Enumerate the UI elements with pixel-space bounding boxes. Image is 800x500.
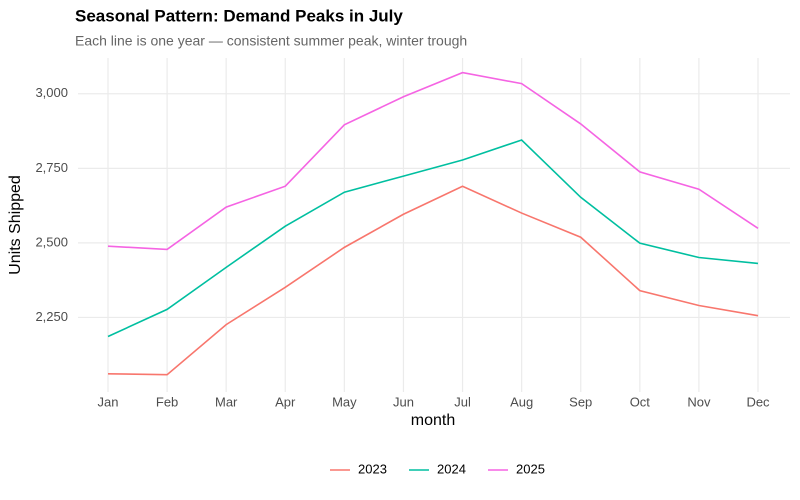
x-tick-label: Sep (569, 394, 592, 409)
series-line (107, 139, 759, 338)
x-tick-label: Jun (393, 394, 414, 409)
x-tick-label: Mar (215, 394, 238, 409)
x-tick-label: May (332, 394, 357, 409)
y-tick-label: 2,500 (35, 234, 68, 249)
legend-label: 2025 (516, 461, 545, 476)
y-tick-label: 3,000 (35, 85, 68, 100)
y-axis-label: Units Shipped (7, 175, 24, 275)
x-tick-label: Jul (454, 394, 471, 409)
x-axis-label: month (411, 412, 455, 429)
y-tick-label: 2,750 (35, 160, 68, 175)
x-tick-label: Oct (630, 394, 651, 409)
series-line (107, 185, 759, 376)
legend-label: 2024 (437, 461, 466, 476)
x-tick-label: Apr (275, 394, 296, 409)
chart-title: Seasonal Pattern: Demand Peaks in July (75, 6, 403, 25)
series-line (107, 71, 759, 251)
x-tick-label: Aug (510, 394, 533, 409)
chart-subtitle: Each line is one year — consistent summe… (75, 33, 467, 49)
x-tick-label: Feb (156, 394, 178, 409)
x-tick-label: Jan (98, 394, 119, 409)
x-tick-label: Dec (746, 394, 770, 409)
y-tick-label: 2,250 (35, 309, 68, 324)
legend-label: 2023 (358, 461, 387, 476)
x-tick-label: Nov (687, 394, 711, 409)
